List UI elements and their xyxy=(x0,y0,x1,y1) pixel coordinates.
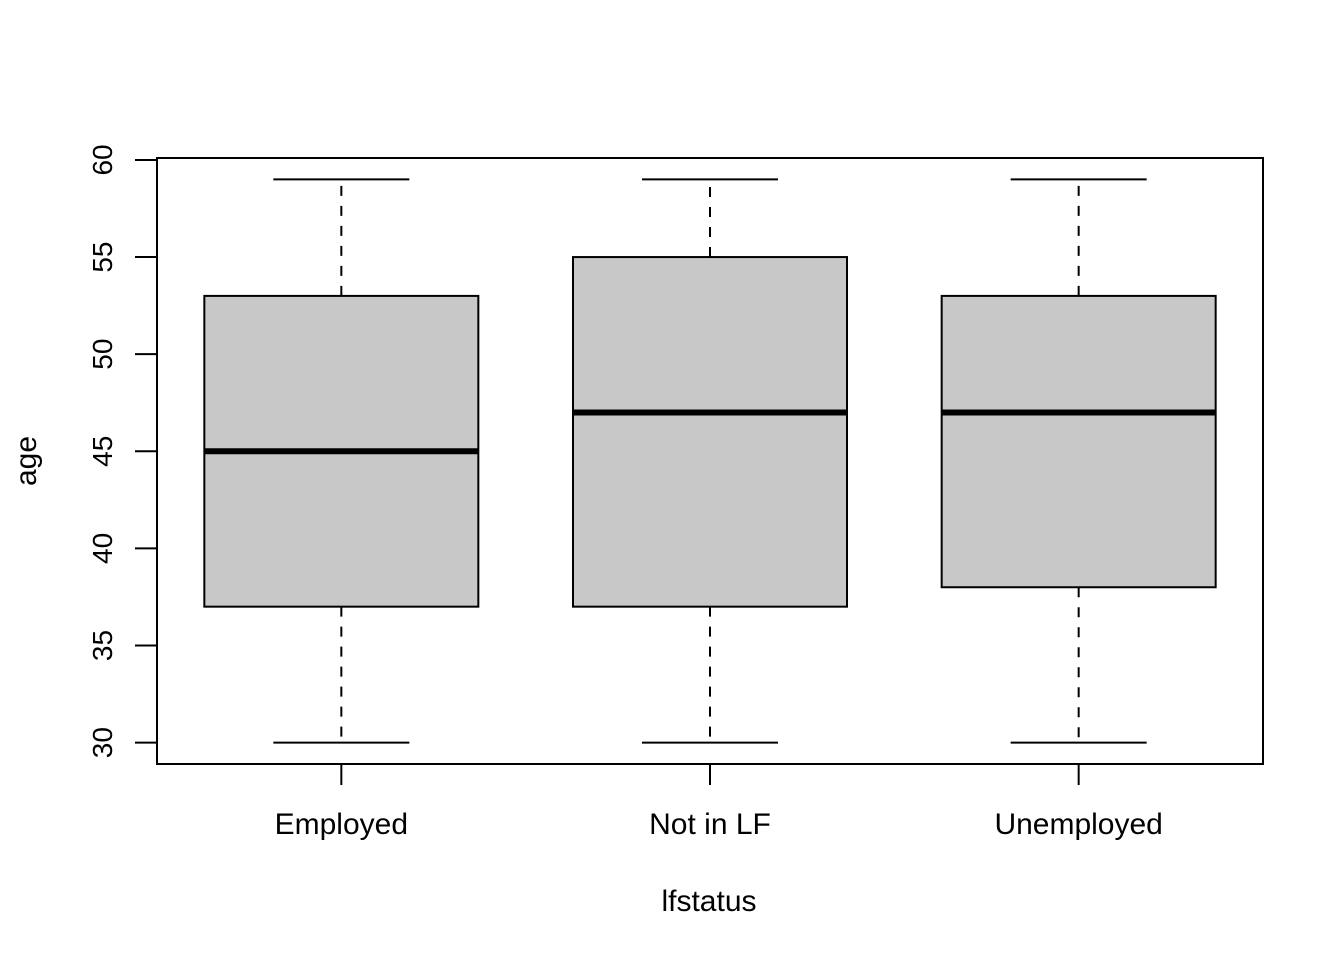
y-tick-label: 30 xyxy=(87,727,118,758)
x-axis-label: lfstatus xyxy=(661,885,756,918)
y-axis-label: age xyxy=(10,436,43,486)
y-tick-label: 50 xyxy=(87,339,118,370)
box-group xyxy=(572,178,848,744)
plot-area xyxy=(203,178,1217,744)
iqr-box xyxy=(940,294,1217,589)
iqr-box xyxy=(572,256,848,608)
axes: 30 35 40 45 50 55 60 Employed Not in LF Unemploye… xyxy=(87,144,1264,841)
y-tick-label: 35 xyxy=(87,630,118,661)
x-tick-label: Not in LF xyxy=(649,808,771,841)
x-tick-label: Unemployed xyxy=(994,808,1162,841)
y-tick-label: 60 xyxy=(87,144,118,175)
y-tick-label: 55 xyxy=(87,241,118,272)
x-tick-label: Employed xyxy=(275,808,408,841)
box-group xyxy=(203,178,480,744)
y-tick-label: 45 xyxy=(87,436,118,467)
y-tick-label: 40 xyxy=(87,533,118,564)
box-group xyxy=(940,178,1217,744)
